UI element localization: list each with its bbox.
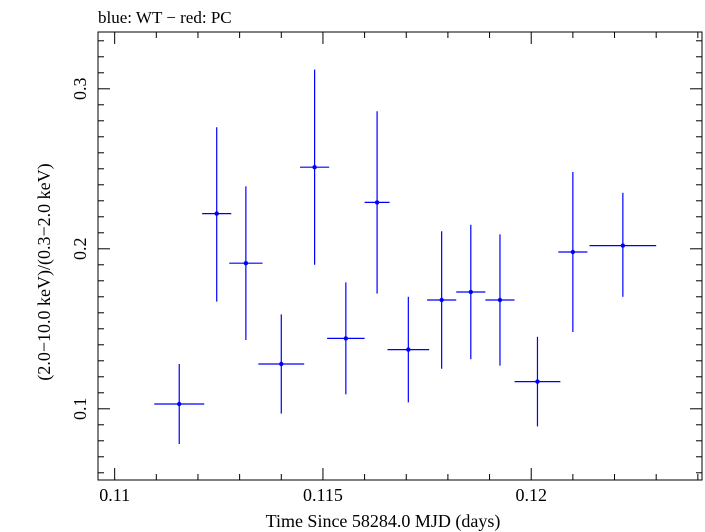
data-marker xyxy=(374,200,380,205)
data-point xyxy=(427,231,457,369)
y-tick-label: 0.1 xyxy=(70,398,90,421)
data-point xyxy=(154,364,205,444)
data-marker xyxy=(620,243,626,248)
data-marker xyxy=(312,165,317,170)
data-point xyxy=(229,186,263,340)
y-axis-label: (2.0−10.0 keV)/(0.3−2.0 keV) xyxy=(34,163,55,380)
axis-tick-labels: 0.11 0.115 0.12 0.1 0.2 0.3 xyxy=(70,78,547,505)
data-marker xyxy=(177,401,182,407)
data-points xyxy=(154,69,657,444)
data-marker xyxy=(214,211,219,216)
axis-ticks xyxy=(98,32,702,480)
data-marker xyxy=(535,379,540,384)
data-point xyxy=(327,282,365,395)
data-point xyxy=(258,314,305,414)
data-marker xyxy=(243,261,249,266)
x-tick-label: 0.12 xyxy=(515,485,547,505)
data-marker xyxy=(279,361,284,367)
data-point xyxy=(364,111,390,294)
data-marker xyxy=(497,297,503,303)
x-tick-label: 0.11 xyxy=(99,485,130,505)
plot-frame xyxy=(97,31,703,481)
data-marker xyxy=(439,297,444,303)
data-point xyxy=(514,336,561,427)
data-point xyxy=(456,224,486,360)
data-point xyxy=(202,127,232,302)
chart-title: blue: WT − red: PC xyxy=(98,8,232,27)
x-tick-label: 0.115 xyxy=(303,485,343,505)
data-point xyxy=(300,69,330,265)
y-tick-label: 0.3 xyxy=(70,78,90,101)
data-marker xyxy=(468,289,474,295)
data-marker xyxy=(406,347,411,352)
data-point xyxy=(387,296,430,403)
data-marker xyxy=(343,336,349,341)
x-axis-label: Time Since 58284.0 MJD (days) xyxy=(266,511,501,532)
data-marker xyxy=(570,249,576,255)
data-point xyxy=(485,234,515,366)
data-point xyxy=(589,192,657,297)
y-tick-label: 0.2 xyxy=(70,238,90,260)
data-point xyxy=(558,172,588,332)
